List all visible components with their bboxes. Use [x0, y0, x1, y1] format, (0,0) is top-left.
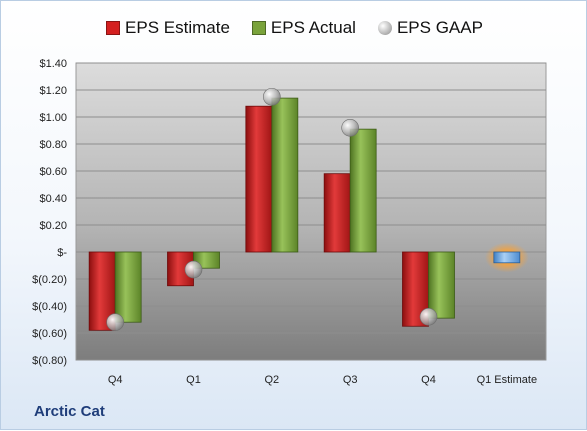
point-eps-gaap	[106, 313, 124, 332]
y-tick-label: $0.80	[39, 139, 67, 151]
point-eps-gaap	[184, 260, 203, 279]
point-eps-gaap	[341, 119, 359, 137]
bar-eps-estimate	[323, 173, 351, 253]
y-tick-label: $(0.20)	[32, 274, 67, 286]
bar-eps-actual	[271, 97, 299, 253]
y-tick-label: $1.40	[39, 58, 67, 70]
y-tick-label: $(0.60)	[32, 328, 67, 340]
legend: EPS Estimate EPS Actual EPS GAAP	[1, 18, 587, 38]
x-tick-label: Q1	[186, 374, 201, 386]
legend-label-actual: EPS Actual	[270, 18, 356, 37]
y-tick-label: $0.20	[39, 220, 67, 232]
point-eps-gaap	[419, 307, 438, 326]
y-tick-label: $1.20	[39, 85, 67, 97]
y-tick-label: $0.40	[39, 193, 67, 205]
y-tick-label: $(0.80)	[32, 355, 67, 367]
legend-swatch-gaap	[377, 21, 392, 35]
x-tick-label: Q3	[343, 374, 358, 386]
x-tick-label: Q2	[264, 374, 279, 386]
company-name: Arctic Cat	[34, 403, 105, 420]
y-tick-label: $0.60	[39, 166, 67, 178]
bar-eps-actual	[114, 251, 142, 323]
legend-swatch-estimate	[106, 21, 121, 35]
y-tick-label: $1.00	[39, 112, 67, 124]
legend-item-actual: EPS Actual	[251, 18, 356, 38]
x-tick-label: Q4	[108, 374, 123, 386]
legend-swatch-actual	[251, 21, 266, 35]
point-eps-gaap	[263, 87, 281, 106]
legend-label-gaap: EPS GAAP	[396, 18, 483, 37]
legend-label-estimate: EPS Estimate	[125, 18, 230, 37]
y-tick-label: $(0.40)	[32, 301, 67, 313]
bar-eps-actual	[349, 128, 377, 253]
y-tick-label: $-	[57, 247, 67, 259]
legend-item-gaap: EPS GAAP	[377, 18, 483, 38]
bar-eps-estimate	[245, 105, 273, 253]
x-tick-label: Q4	[421, 374, 436, 386]
bar-eps-estimate-future	[493, 251, 521, 264]
x-tick-label: Q1 Estimate	[477, 374, 538, 386]
legend-item-estimate: EPS Estimate	[106, 18, 230, 38]
plot-area	[75, 62, 547, 361]
bar-eps-actual	[428, 251, 455, 319]
